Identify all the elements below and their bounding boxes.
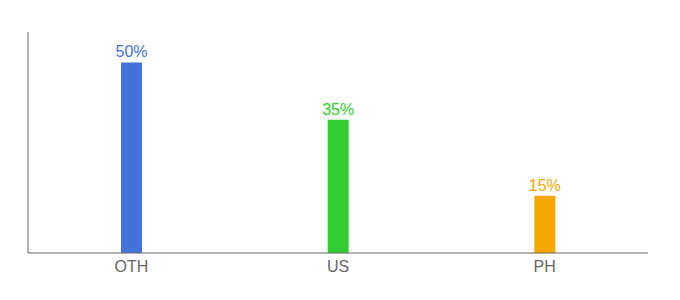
svg-text:PH: PH [534,258,556,275]
svg-text:OTH: OTH [114,258,148,275]
svg-text:50%: 50% [115,43,147,60]
svg-text:35%: 35% [322,101,354,118]
svg-text:15%: 15% [529,177,561,194]
svg-text:US: US [327,258,349,275]
